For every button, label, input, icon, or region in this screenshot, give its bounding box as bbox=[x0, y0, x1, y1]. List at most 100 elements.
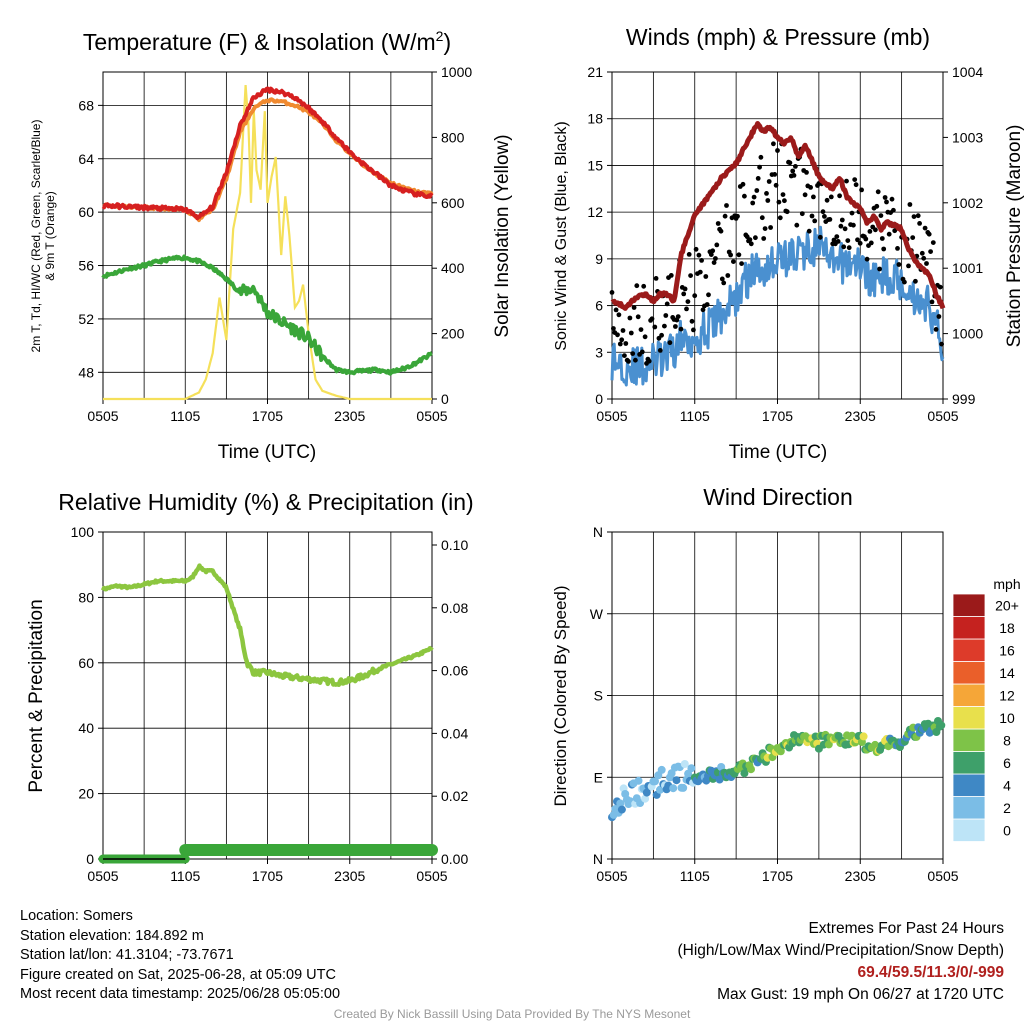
y-tick-label: 64 bbox=[78, 151, 94, 167]
extremes-panel: Extremes For Past 24 Hours (High/Low/Max… bbox=[584, 918, 1005, 1006]
gust-point bbox=[641, 283, 647, 289]
y-tick-label: W bbox=[590, 606, 604, 622]
direction-point bbox=[616, 799, 625, 808]
gust-point bbox=[742, 193, 747, 199]
x-tick-label: 2305 bbox=[334, 408, 365, 424]
gust-point bbox=[910, 235, 916, 241]
direction-point bbox=[740, 769, 749, 778]
station-info: Location: Somers Station elevation: 184.… bbox=[20, 907, 340, 1005]
y-tick-label: 18 bbox=[587, 111, 603, 127]
gust-point bbox=[691, 327, 696, 333]
gust-point bbox=[673, 324, 678, 329]
gust-point bbox=[917, 221, 922, 226]
gust-point bbox=[824, 197, 830, 203]
direction-point bbox=[937, 721, 946, 730]
credit-text: Created By Nick Bassill Using Data Provi… bbox=[333, 1007, 691, 1021]
legend-label: 2 bbox=[1003, 800, 1011, 816]
gust-point bbox=[924, 261, 929, 266]
gust-point bbox=[623, 341, 629, 346]
x-tick-label: 1105 bbox=[680, 868, 710, 884]
gust-point bbox=[874, 203, 880, 209]
gust-point bbox=[794, 222, 800, 228]
gust-point bbox=[667, 340, 673, 346]
y-tick-label: 68 bbox=[78, 97, 94, 113]
winds-series bbox=[609, 121, 946, 387]
extremes-values: 69.4/59.5/11.3/0/-999 bbox=[857, 964, 1004, 981]
gust-point bbox=[754, 188, 760, 193]
y2-tick-label: 1003 bbox=[952, 129, 983, 145]
gust-point bbox=[841, 244, 847, 250]
gust-point bbox=[877, 266, 882, 272]
gust-point bbox=[704, 302, 710, 307]
direction-point bbox=[651, 777, 659, 786]
x-tick-label: 0505 bbox=[596, 868, 627, 884]
gust-point bbox=[822, 214, 827, 219]
gust-point bbox=[844, 178, 849, 184]
legend-label: 14 bbox=[999, 665, 1015, 681]
direction-point bbox=[634, 776, 643, 785]
gust-point bbox=[638, 327, 644, 332]
gust-point bbox=[700, 307, 706, 313]
temperature-series bbox=[101, 85, 434, 401]
gust-point bbox=[711, 260, 717, 265]
gust-point bbox=[828, 194, 834, 200]
gust-point bbox=[842, 226, 848, 232]
direction-point bbox=[687, 764, 696, 773]
y2-tick-label: 0.08 bbox=[441, 600, 468, 616]
gust-point bbox=[686, 252, 692, 257]
gust-point bbox=[758, 154, 764, 160]
gust-point bbox=[859, 187, 864, 193]
temperature-ylabel: 2m T, Td, HI/WC (Red, Green, Scarlet/Blu… bbox=[29, 120, 57, 353]
gust-point bbox=[751, 194, 757, 200]
gust-point bbox=[633, 357, 638, 363]
gust-point bbox=[835, 239, 841, 244]
y2-tick-label: 0.00 bbox=[441, 851, 468, 867]
gust-point bbox=[892, 228, 898, 234]
legend-swatch bbox=[952, 638, 986, 662]
gust-point bbox=[740, 181, 746, 187]
gust-point bbox=[891, 207, 896, 213]
gust-point bbox=[933, 327, 939, 332]
gust-point bbox=[631, 305, 637, 310]
gust-point bbox=[886, 231, 892, 237]
gust-point bbox=[776, 199, 782, 205]
y2-tick-label: 0.02 bbox=[441, 788, 468, 804]
y-tick-label: 6 bbox=[595, 298, 603, 314]
x-tick-label: 1105 bbox=[170, 408, 200, 424]
speed-legend: mph 0 2 4 6 8 10 12 14 16 18 20+ bbox=[952, 576, 1021, 842]
pressure-ylabel: Station Pressure (Maroon) bbox=[1004, 125, 1024, 348]
gust-point bbox=[657, 348, 663, 353]
gust-point bbox=[659, 332, 664, 338]
direction-point bbox=[617, 805, 626, 814]
gust-point bbox=[895, 246, 900, 251]
x-tick-label: 1705 bbox=[252, 408, 283, 424]
gust-point bbox=[772, 172, 778, 177]
gust-point bbox=[793, 164, 798, 169]
gust-point bbox=[715, 221, 721, 226]
gust-point bbox=[817, 234, 823, 240]
gust-point bbox=[875, 189, 881, 195]
gust-point bbox=[635, 314, 641, 320]
direction-point bbox=[859, 732, 868, 741]
gust-point bbox=[616, 312, 622, 318]
gust-point bbox=[906, 263, 911, 269]
gust-point bbox=[714, 242, 720, 248]
gust-point bbox=[929, 299, 935, 305]
y-tick-label: 100 bbox=[71, 524, 95, 540]
gust-point bbox=[747, 237, 753, 243]
gust-point bbox=[846, 245, 852, 251]
elevation-text: Station elevation: 184.892 m bbox=[20, 927, 204, 944]
humidity-ylabel-group: Percent & Precipitation bbox=[26, 599, 47, 792]
gust-point bbox=[724, 203, 729, 208]
gust-point bbox=[799, 211, 805, 217]
gust-point bbox=[613, 307, 619, 313]
legend-label: 18 bbox=[999, 620, 1015, 636]
winds-title: Winds (mph) & Pressure (mb) bbox=[626, 24, 930, 50]
x-tick-label: 1705 bbox=[252, 868, 283, 884]
temperature-ylabel-line1: 2m T, Td, HI/WC (Red, Green, Scarlet/Blu… bbox=[29, 120, 43, 353]
created-text: Figure created on Sat, 2025-06-28, at 05… bbox=[20, 966, 336, 983]
y-tick-label: 60 bbox=[78, 204, 94, 220]
gust-point bbox=[626, 359, 631, 364]
direction-point bbox=[871, 740, 880, 749]
